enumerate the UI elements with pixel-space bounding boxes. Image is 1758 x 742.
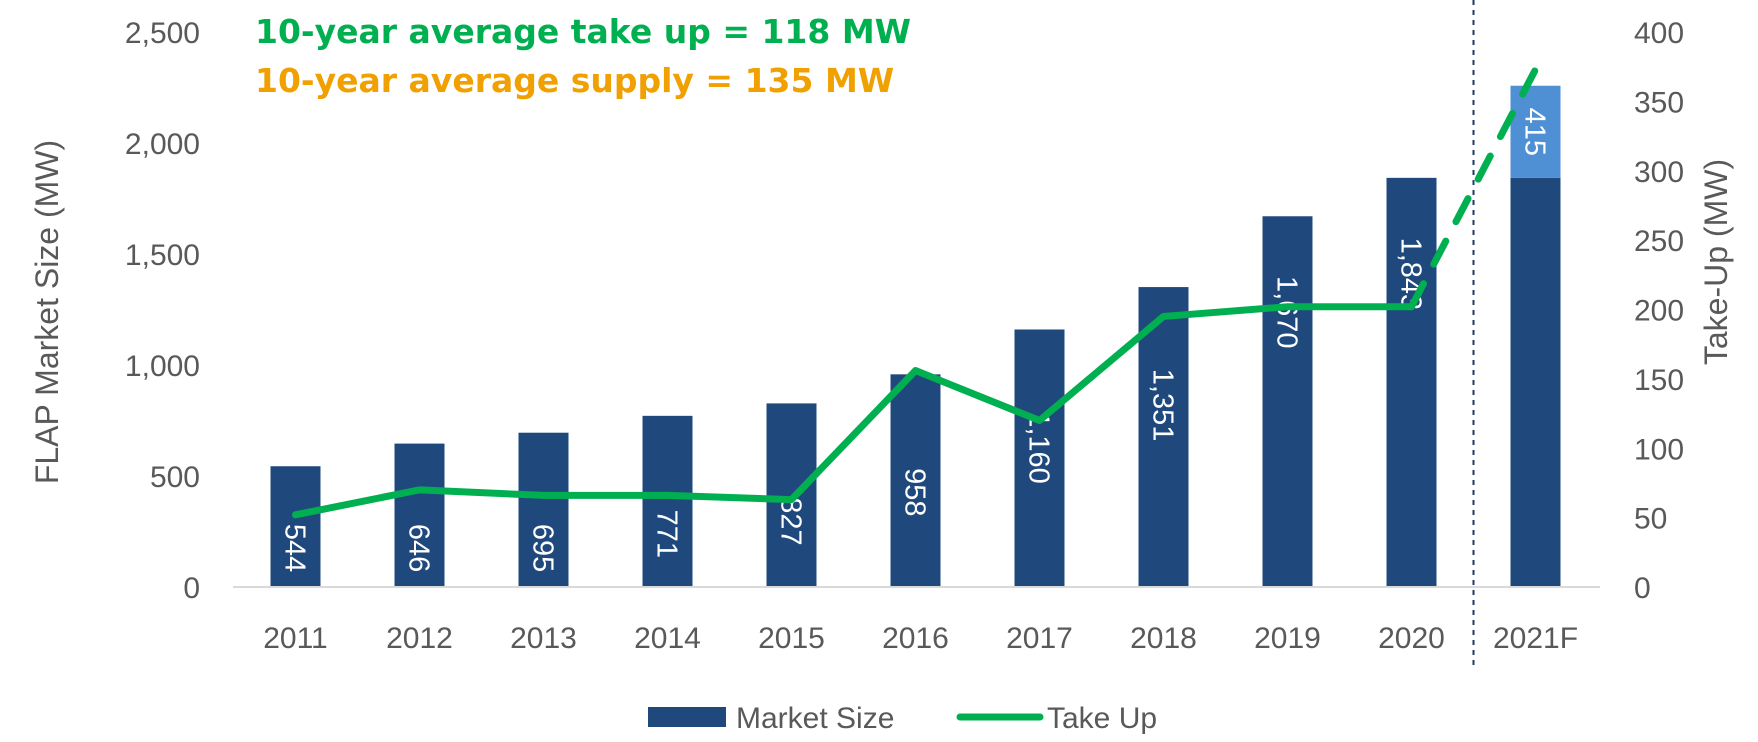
right-axis-tick-label: 0 <box>1634 572 1651 605</box>
x-axis-tick-label: 2011 <box>263 622 328 655</box>
bar-data-label: 695 <box>527 524 559 572</box>
x-axis-tick-label: 2018 <box>1130 622 1197 655</box>
bar-market-size <box>1262 216 1313 587</box>
bar-market-size <box>642 415 693 587</box>
left-axis-title: FLAP Market Size (MW) <box>29 140 65 484</box>
bar-market-size <box>1386 177 1437 587</box>
left-axis-tick-label: 1,000 <box>125 350 200 383</box>
x-axis-tick-label: 2020 <box>1378 622 1445 655</box>
bar-market-size <box>518 432 569 587</box>
bars <box>270 85 1561 587</box>
legend-label-take-up: Take Up <box>1047 702 1157 735</box>
legend: Market Size Take Up <box>648 702 1157 735</box>
x-axis-tick-label: 2012 <box>386 622 453 655</box>
right-axis-tick-label: 350 <box>1634 86 1684 119</box>
x-axis-tick-label: 2017 <box>1006 622 1073 655</box>
right-axis-tick-label: 300 <box>1634 156 1684 189</box>
bar-market-size <box>1014 329 1065 587</box>
bar-market-size <box>1138 287 1189 587</box>
bar-data-label: 1,351 <box>1147 369 1179 442</box>
right-axis-tick-label: 200 <box>1634 295 1684 328</box>
right-axis-tick-label: 100 <box>1634 433 1684 466</box>
left-axis-tick-label: 2,500 <box>125 17 200 50</box>
bar-data-label: 1,843 <box>1395 238 1427 311</box>
annotations: 10-year average take up = 118 MW 10-year… <box>255 12 911 100</box>
bar-labels: 544 646 695 771 8279581,1601,3511,6701,84341… <box>279 108 1551 573</box>
take-up-line <box>292 303 1415 519</box>
right-axis: 0 50 100 150 200 250 300 350 400 <box>1634 17 1684 605</box>
bar-data-label: 646 <box>403 524 435 572</box>
legend-label-market-size: Market Size <box>736 702 894 735</box>
bar-data-label: 544 <box>279 524 311 572</box>
bar-forecast-additional <box>1510 85 1561 178</box>
left-axis: 0 500 1,000 1,500 2,000 2,500 <box>125 17 200 605</box>
annotation-take-up: 10-year average take up = 118 MW <box>255 12 911 51</box>
bar-market-size <box>394 443 445 587</box>
left-axis-tick-label: 500 <box>150 461 200 494</box>
take-up-forecast-line <box>1408 65 1539 311</box>
right-axis-title: Take-Up (MW) <box>1698 159 1734 365</box>
bar-market-size <box>270 466 321 587</box>
x-axis-ticks: 2011 2012 2013 2014 2015 2016 2017 2018 2019 2020… <box>263 622 1578 655</box>
bar-market-size <box>890 374 941 587</box>
right-axis-tick-label: 150 <box>1634 364 1684 397</box>
left-axis-tick-label: 1,500 <box>125 239 200 272</box>
take-up-line-layer <box>292 65 1539 519</box>
x-axis-tick-label: 2015 <box>758 622 825 655</box>
right-axis-tick-label: 400 <box>1634 17 1684 50</box>
x-axis-tick-label: 2019 <box>1254 622 1321 655</box>
bar-data-label: 958 <box>899 468 931 516</box>
bar-data-label: 771 <box>651 510 683 558</box>
annotation-supply: 10-year average supply = 135 MW <box>255 61 894 100</box>
left-axis-tick-label: 0 <box>183 572 200 605</box>
bar-data-label: 827 <box>775 497 807 545</box>
x-axis-tick-label: 2016 <box>882 622 949 655</box>
bar-market-size <box>1510 177 1561 587</box>
x-axis-tick-label: 2021F <box>1493 622 1578 655</box>
legend-swatch-market-size <box>648 707 726 727</box>
bar-forecast-data-label: 415 <box>1519 108 1551 156</box>
x-axis-tick-label: 2014 <box>634 622 701 655</box>
left-axis-tick-label: 2,000 <box>125 128 200 161</box>
x-axis-tick-label: 2013 <box>510 622 577 655</box>
bar-data-label: 1,670 <box>1271 276 1303 349</box>
right-axis-tick-label: 250 <box>1634 225 1684 258</box>
right-axis-tick-label: 50 <box>1634 503 1667 536</box>
